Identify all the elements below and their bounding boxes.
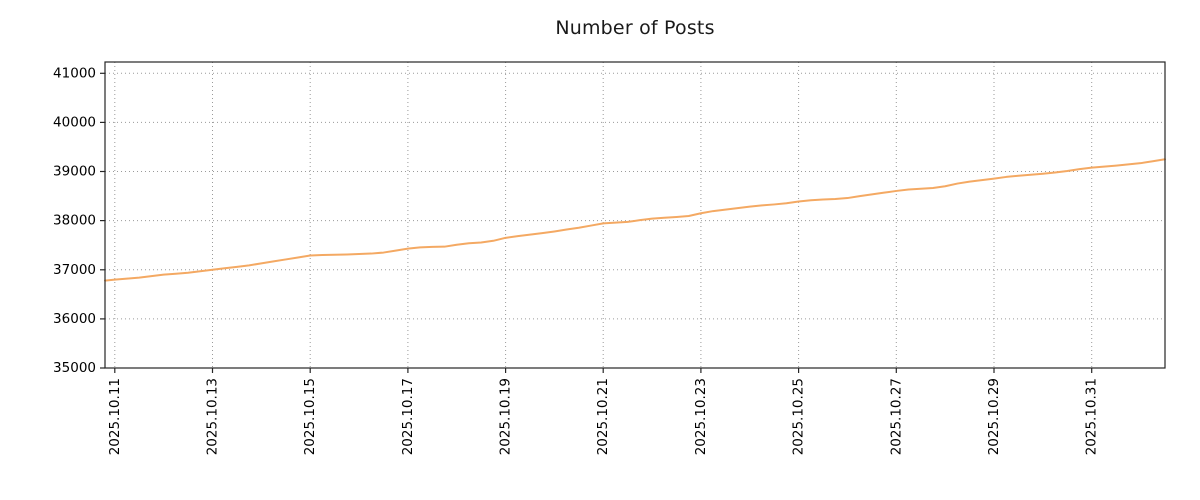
- x-tick-label: 2025.10.11: [107, 378, 123, 455]
- axis-layer: [100, 61, 1166, 373]
- y-tick-label: 40000: [53, 114, 96, 130]
- series-line: [104, 158, 1166, 282]
- y-tick-label: 39000: [53, 164, 96, 180]
- x-tick-label: 2025.10.29: [986, 378, 1002, 455]
- x-tick-label: 2025.10.31: [1084, 378, 1100, 455]
- x-tick-label: 2025.10.19: [498, 378, 514, 455]
- plot-border: [104, 61, 1166, 369]
- tick-label-layer: 35000 36000 37000 38000 39000 40000 41000 2025.…: [53, 65, 1100, 455]
- x-tick-label: 2025.10.13: [205, 378, 221, 455]
- x-tick-label: 2025.10.25: [791, 378, 807, 455]
- y-tick-label: 41000: [53, 65, 96, 81]
- y-tick-label: 35000: [53, 360, 96, 376]
- y-tick-label: 38000: [53, 213, 96, 229]
- x-tick-label: 2025.10.17: [400, 378, 416, 455]
- grid-layer: [105, 62, 1165, 369]
- x-tick-label: 2025.10.15: [302, 378, 318, 455]
- y-tick-label: 36000: [53, 311, 96, 327]
- series-layer: [104, 158, 1166, 282]
- x-tick-label: 2025.10.21: [595, 378, 611, 455]
- x-tick-label: 2025.10.27: [888, 378, 904, 455]
- y-tick-label: 37000: [53, 262, 96, 278]
- x-tick-label: 2025.10.23: [693, 378, 709, 455]
- chart-title: Number of Posts: [555, 17, 715, 39]
